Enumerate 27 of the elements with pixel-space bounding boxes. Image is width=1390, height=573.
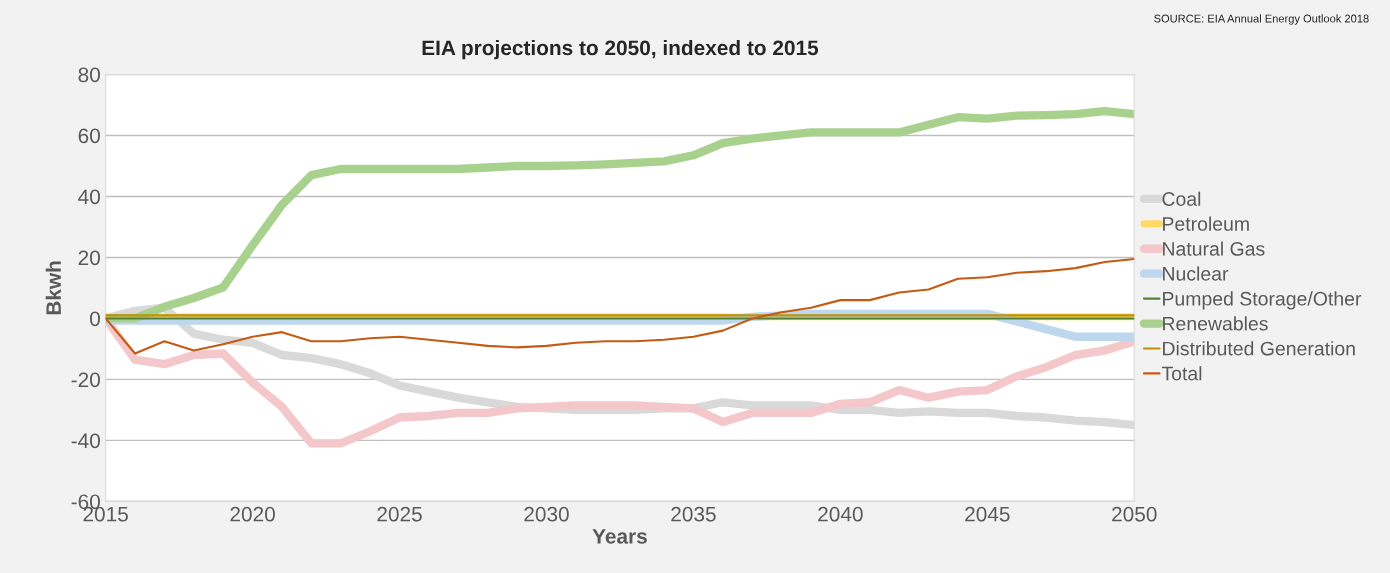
chart-title: EIA projections to 2050, indexed to 2015 [422,39,819,60]
legend-label: Nuclear [1163,266,1229,281]
x-tick-label: 2035 [671,506,716,522]
legend-label: Distributed Generation [1163,341,1355,356]
y-tick-label: 40 [78,189,100,205]
y-tick-label: 20 [78,250,100,266]
x-axis-title: Years [592,529,647,544]
legend-label: Natural Gas [1163,241,1265,256]
x-tick-label: 2040 [818,506,863,522]
legend-label: Petroleum [1163,216,1249,231]
line-series [105,257,1135,355]
legend-label: Pumped Storage/Other [1163,291,1362,310]
legend-label: Total [1161,366,1202,381]
y-tick-label: 60 [78,128,100,144]
legend-label: Renewables [1163,316,1268,331]
x-tick-label: 2020 [230,506,275,522]
y-tick-label: -20 [71,372,100,388]
y-tick-label: 80 [78,67,100,83]
y-tick-label: -40 [71,433,100,449]
x-tick-label: 2050 [1112,506,1157,522]
legend-label: Coal [1162,191,1201,206]
x-tick-label: 2030 [524,506,569,522]
y-tick-label: 0 [90,311,100,327]
source-note: SOURCE: EIA Annual Energy Outlook 2018 [1154,14,1369,25]
x-tick-label: 2025 [377,506,422,522]
x-tick-label: 2045 [965,506,1010,522]
y-axis-title: Bkwh [45,261,61,315]
